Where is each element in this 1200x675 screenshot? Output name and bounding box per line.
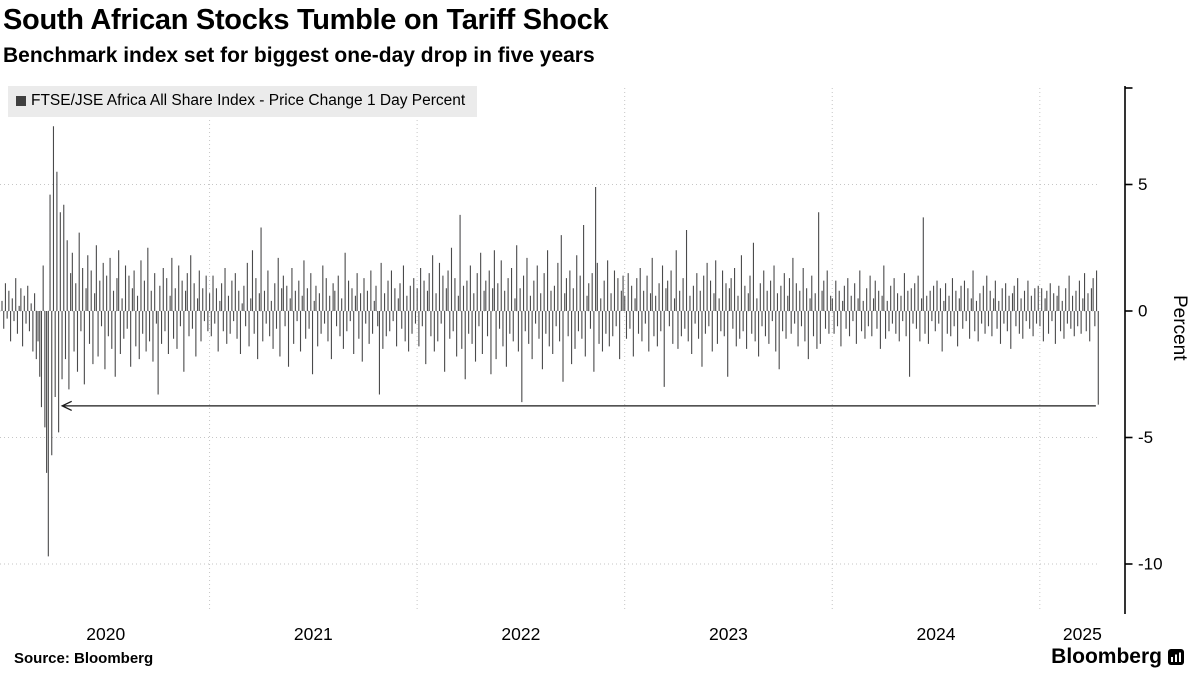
legend-marker-icon [16,96,26,106]
svg-text:2025: 2025 [1063,624,1102,644]
chart-subtitle: Benchmark index set for biggest one-day … [3,44,595,67]
svg-text:2023: 2023 [709,624,748,644]
svg-text:5: 5 [1138,175,1147,194]
daily-change-bars [1,126,1099,557]
bloomberg-logo: Bloomberg [1051,645,1184,669]
svg-text:2024: 2024 [917,624,956,644]
bloomberg-terminal-icon [1168,649,1184,665]
legend: FTSE/JSE Africa All Share Index - Price … [8,86,478,117]
x-axis-labels: 2020 2021 2022 2023 2024 2025 [86,624,1102,644]
svg-text:2022: 2022 [501,624,540,644]
svg-text:-5: -5 [1138,428,1153,447]
svg-text:2020: 2020 [86,624,125,644]
gridlines [0,88,1100,612]
bloomberg-wordmark: Bloomberg [1051,645,1162,668]
y-axis: 5 0 -5 -10 [1124,86,1163,614]
source-note: Source: Bloomberg [14,650,154,667]
y-axis-title: Percent [1169,295,1190,361]
svg-text:2021: 2021 [294,624,333,644]
comparison-arrow [60,400,1096,412]
legend-label: FTSE/JSE Africa All Share Index - Price … [31,92,466,109]
svg-text:-10: -10 [1138,555,1163,574]
svg-text:0: 0 [1138,302,1147,321]
page-title: South African Stocks Tumble on Tariff Sh… [3,4,609,36]
